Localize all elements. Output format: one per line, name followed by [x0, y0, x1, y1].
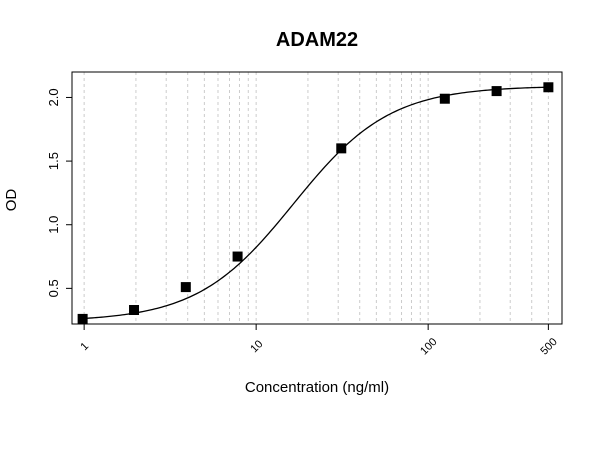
y-axis-label: OD [3, 189, 20, 212]
x-axis-label: Concentration (ng/ml) [245, 379, 389, 396]
chart-title: ADAM22 [276, 29, 358, 51]
data-point [129, 305, 140, 315]
x-tick-label: 100 [418, 336, 439, 357]
y-tick-label: 2.0 [46, 88, 61, 106]
data-point [491, 86, 502, 97]
x-tick-label: 10 [248, 338, 265, 355]
data-point [336, 143, 347, 154]
y-tick-label: 0.5 [46, 279, 61, 297]
x-tick-label: 500 [538, 336, 559, 357]
x-axis: 1 10 100 500 [78, 324, 560, 357]
data-point [180, 282, 191, 293]
plot-frame [71, 71, 563, 325]
y-axis: 0.5 1.0 1.5 2.0 [46, 88, 72, 297]
data-points [77, 82, 554, 324]
data-point [77, 313, 88, 324]
fit-curve [82, 86, 549, 320]
data-point [439, 93, 450, 104]
data-point [543, 82, 554, 93]
data-point [232, 251, 243, 262]
grid [83, 72, 563, 324]
y-tick-label: 1.0 [46, 216, 61, 234]
y-tick-label: 1.5 [46, 152, 61, 170]
x-tick-label: 1 [78, 340, 91, 353]
